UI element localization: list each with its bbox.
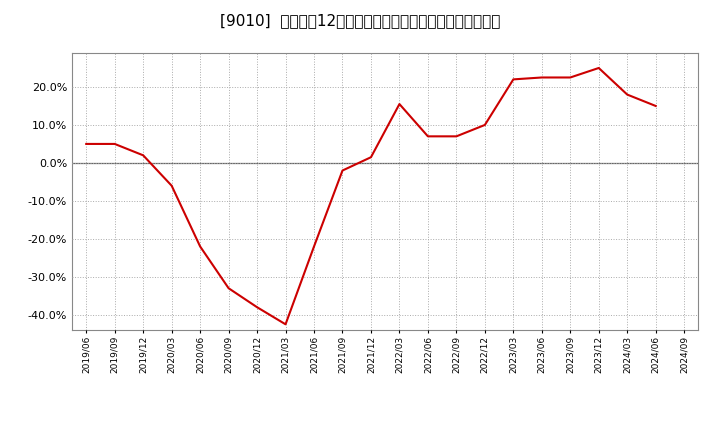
Text: [9010]  売上高の12か月移動合計の対前年同期増減率の推移: [9010] 売上高の12か月移動合計の対前年同期増減率の推移 xyxy=(220,13,500,28)
